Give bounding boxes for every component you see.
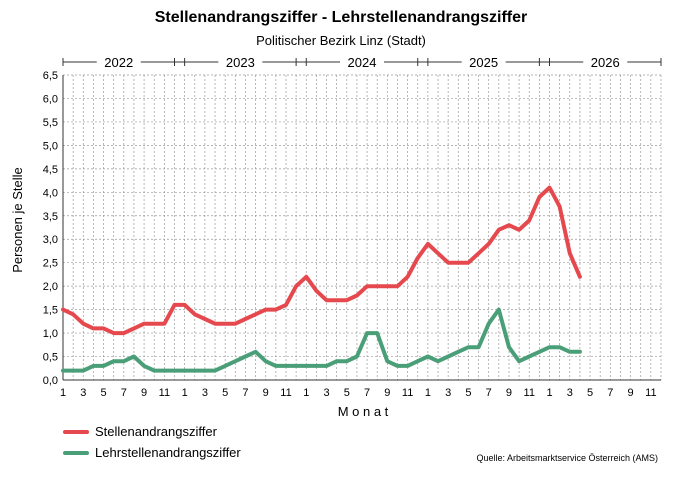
year-label: 2023	[226, 55, 255, 70]
axes	[62, 75, 661, 381]
x-tick-label: 7	[121, 387, 127, 399]
year-axis: 2022 2023 2024 2025 2026	[62, 53, 662, 71]
year-label-bg	[583, 53, 628, 71]
y-tick-label: 3,5	[43, 211, 58, 223]
chart-subtitle: Politischer Bezirk Linz (Stadt)	[256, 33, 426, 48]
y-tick-label: 0,0	[43, 375, 58, 387]
x-tick-label: 3	[567, 387, 573, 399]
x-tick-label: 1	[425, 387, 431, 399]
legend-label: Stellenandrangsziffer	[95, 424, 217, 439]
x-tick-label: 9	[263, 387, 269, 399]
source-note: Quelle: Arbeitsmarktservice Österreich (…	[476, 453, 658, 463]
x-tick-label: 7	[242, 387, 248, 399]
x-tick-label: 7	[607, 387, 613, 399]
legend-swatch	[63, 450, 89, 455]
x-tick-label: 5	[465, 387, 471, 399]
year-label-bg	[96, 53, 141, 71]
y-tick-label: 1,5	[43, 305, 58, 317]
x-tick-label: 11	[402, 387, 413, 399]
x-tick-label: 11	[159, 387, 170, 399]
year-label: 2024	[348, 55, 377, 70]
legend-swatch	[63, 429, 89, 434]
y-tick-label: 6,0	[43, 93, 58, 105]
y-tick-label: 4,5	[43, 164, 58, 176]
y-tick-label: 1,0	[43, 328, 58, 340]
x-tick-label: 1	[60, 387, 66, 399]
y-tick-label: 4,0	[43, 187, 58, 199]
x-tick-label: 9	[384, 387, 390, 399]
year-label: 2022	[104, 55, 133, 70]
x-tick-label: 5	[344, 387, 350, 399]
x-tick-label: 9	[628, 387, 634, 399]
year-label: 2026	[591, 55, 620, 70]
legend-item-lehrstellenandrangsziffer: Lehrstellenandrangsziffer	[63, 445, 241, 460]
x-tick-label: 7	[364, 387, 370, 399]
y-tick-labels: 0,0 0,5 1,0 1,5 2,0 2,5 3,0 3,5 4,0 4,5 5,0 5,5 6,0 6…	[43, 70, 58, 387]
series-lines	[61, 185, 582, 373]
y-tick-label: 2,5	[43, 258, 58, 270]
year-label-bg	[340, 53, 384, 71]
year-label-bg	[461, 53, 506, 71]
x-tick-label: 3	[202, 387, 208, 399]
x-axis-label: M o n a t	[338, 404, 389, 419]
y-axis-label: Personen je Stelle	[10, 167, 25, 273]
x-tick-label: 1	[546, 387, 552, 399]
x-tick-label: 5	[100, 387, 106, 399]
x-tick-label: 5	[222, 387, 228, 399]
series-line-2	[61, 307, 582, 373]
x-tick-labels: 1 3 5 7 9 11 1 3 5 7 9 11 1 3 5 7 9 11 1 3 5 7 9 11 1 3 5 7 9 11	[60, 387, 657, 399]
grid-lines	[62, 74, 662, 381]
x-tick-label: 3	[445, 387, 451, 399]
y-tick-label: 5,5	[43, 117, 58, 129]
x-tick-label: 1	[303, 387, 309, 399]
y-tick-label: 6,5	[43, 70, 58, 82]
y-tick-label: 2,0	[43, 281, 58, 293]
series-line-1	[61, 185, 582, 336]
x-tick-label: 11	[524, 387, 535, 399]
x-tick-label: 11	[280, 387, 291, 399]
x-tick-label: 3	[323, 387, 329, 399]
y-tick-label: 0,5	[43, 352, 58, 364]
year-label: 2025	[469, 55, 498, 70]
legend-item-stellenandrangsziffer: Stellenandrangsziffer	[63, 424, 217, 439]
x-tick-label: 5	[587, 387, 593, 399]
year-label-bg	[218, 53, 263, 71]
x-tick-label: 9	[141, 387, 147, 399]
y-tick-label: 5,0	[43, 140, 58, 152]
x-tick-label: 7	[486, 387, 492, 399]
y-tick-label: 3,0	[43, 234, 58, 246]
legend-label: Lehrstellenandrangsziffer	[95, 445, 241, 460]
chart-title: Stellenandrangsziffer - Lehrstellenandra…	[154, 9, 528, 26]
x-tick-label: 9	[506, 387, 512, 399]
x-tick-label: 1	[182, 387, 188, 399]
x-tick-label: 3	[80, 387, 86, 399]
x-tick-label: 11	[645, 387, 656, 399]
